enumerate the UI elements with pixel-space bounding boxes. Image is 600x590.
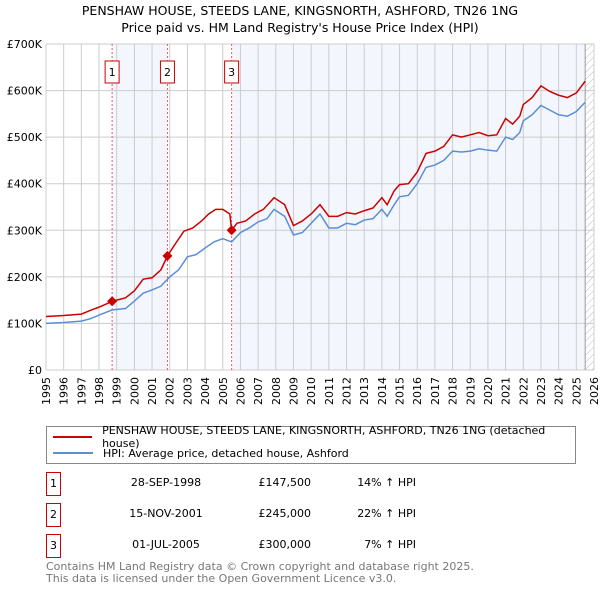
x-tick-label: 1999 xyxy=(111,377,124,405)
y-tick-label: £700K xyxy=(7,38,43,51)
sale-row: 1 28-SEP-1998 £147,500 14% ↑ HPI xyxy=(46,472,586,496)
x-tick-label: 2024 xyxy=(553,377,566,405)
future-hatch xyxy=(585,44,594,370)
sale-date: 01-JUL-2005 xyxy=(132,538,200,551)
x-tick-label: 2011 xyxy=(323,377,336,405)
x-tick-label: 2019 xyxy=(464,377,477,405)
x-tick-label: 1996 xyxy=(58,377,71,405)
x-tick-label: 2006 xyxy=(234,377,247,405)
sale-marker-label: 1 xyxy=(46,472,61,496)
legend: PENSHAW HOUSE, STEEDS LANE, KINGSNORTH, … xyxy=(46,424,576,464)
y-tick-label: £200K xyxy=(7,271,43,284)
y-tick-label: £300K xyxy=(7,224,43,237)
sale-point xyxy=(226,225,237,236)
x-tick-label: 2016 xyxy=(411,377,424,405)
x-tick-label: 2007 xyxy=(252,377,265,405)
chart-plot: 1995 1996 1997 1998 1999 2000 2001 2002 2003 2004… xyxy=(7,38,600,405)
x-tick-label: 2010 xyxy=(305,377,318,405)
chart-title: PENSHAW HOUSE, STEEDS LANE, KINGSNORTH, … xyxy=(81,3,519,18)
x-tick-label: 2003 xyxy=(181,377,194,405)
shaded-period xyxy=(231,44,586,370)
y-tick-label: £500K xyxy=(7,131,43,144)
sale-row: 3 01-JUL-2005 £300,000 7% ↑ HPI xyxy=(46,534,586,558)
sale-marker-label: 2 xyxy=(46,503,61,527)
sale-marker-label: 3 xyxy=(46,534,61,558)
chart-subtitle: Price paid vs. HM Land Registry's House … xyxy=(121,20,479,35)
x-tick-label: 2008 xyxy=(270,377,283,405)
hpi-line xyxy=(45,101,586,325)
sale-price: £245,000 xyxy=(258,507,312,520)
legend-item-property: PENSHAW HOUSE, STEEDS LANE, KINGSNORTH, … xyxy=(53,424,575,450)
legend-label: PENSHAW HOUSE, STEEDS LANE, KINGSNORTH, … xyxy=(102,424,546,450)
sale-hpi-diff: 7% ↑ HPI xyxy=(364,538,416,551)
x-tick-label: 2013 xyxy=(358,377,371,405)
x-tick-label: 2025 xyxy=(570,377,583,405)
y-tick-label: £400K xyxy=(7,178,43,191)
x-tick-label: 2026 xyxy=(588,377,600,405)
y-tick-label: £600K xyxy=(7,85,43,98)
x-tick-label: 2000 xyxy=(128,377,141,405)
sale-hpi-diff: 22% ↑ HPI xyxy=(357,507,416,520)
legend-swatch-blue xyxy=(53,452,93,454)
x-tick-label: 2005 xyxy=(217,377,230,405)
x-tick-label: 2020 xyxy=(482,377,495,405)
price-line xyxy=(45,80,586,318)
legend-swatch-red xyxy=(53,436,93,438)
x-tick-label: 1995 xyxy=(40,377,53,405)
x-tick-label: 2014 xyxy=(376,377,389,405)
x-tick-label: 2001 xyxy=(146,377,159,405)
sale-price: £147,500 xyxy=(258,476,312,489)
x-tick-label: 2017 xyxy=(429,377,442,405)
sale-row: 2 15-NOV-2001 £245,000 22% ↑ HPI xyxy=(46,503,586,527)
sale-marker-number: 1 xyxy=(109,66,116,79)
shaded-period xyxy=(112,44,168,370)
footer-copyright: Contains HM Land Registry data © Crown c… xyxy=(46,560,474,573)
x-tick-label: 2004 xyxy=(199,377,212,405)
sale-point xyxy=(107,296,118,307)
sale-marker-box xyxy=(224,60,240,84)
x-tick-label: 2022 xyxy=(517,377,530,405)
sale-marker-box xyxy=(159,60,175,84)
sale-hpi-diff: 14% ↑ HPI xyxy=(357,476,416,489)
x-tick-label: 2023 xyxy=(535,377,548,405)
legend-item-hpi: HPI: Average price, detached house, Ashf… xyxy=(53,445,349,461)
sale-marker-number: 3 xyxy=(228,66,235,79)
footer-licence: This data is licensed under the Open Gov… xyxy=(46,572,397,585)
y-tick-label: £0 xyxy=(28,364,42,377)
sale-marker-box xyxy=(104,60,120,84)
x-tick-label: 1998 xyxy=(93,377,106,405)
y-tick-label: £100K xyxy=(7,317,43,330)
x-tick-label: 2012 xyxy=(341,377,354,405)
x-tick-label: 2018 xyxy=(447,377,460,405)
sale-date: 15-NOV-2001 xyxy=(129,507,203,520)
x-tick-label: 2002 xyxy=(164,377,177,405)
sale-price: £300,000 xyxy=(258,538,312,551)
x-tick-label: 2021 xyxy=(500,377,513,405)
sale-date: 28-SEP-1998 xyxy=(130,476,202,489)
x-tick-label: 2015 xyxy=(394,377,407,405)
sale-point xyxy=(162,250,173,261)
x-tick-label: 1997 xyxy=(75,377,88,405)
sale-marker-number: 2 xyxy=(164,66,171,79)
legend-label: HPI: Average price, detached house, Ashf… xyxy=(103,446,349,460)
x-tick-label: 2009 xyxy=(287,377,300,405)
